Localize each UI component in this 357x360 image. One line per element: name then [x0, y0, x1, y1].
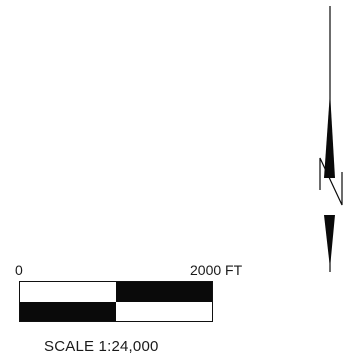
scale-start-label: 0	[15, 262, 23, 278]
north-arrow-upper-blade	[324, 92, 335, 178]
scale-bar	[19, 281, 213, 322]
scale-bar-segment-bottom-left	[20, 301, 116, 321]
scale-end-label: 2000 FT	[190, 262, 243, 278]
scale-caption: SCALE 1:24,000	[44, 338, 159, 355]
north-arrow-icon	[319, 6, 343, 272]
scale-bar-segment-top-right	[116, 282, 212, 302]
scale-bar-segment-top-left	[20, 282, 116, 302]
north-arrow-n-letter	[319, 157, 343, 206]
scale-bar-segment-bottom-right	[116, 301, 212, 321]
